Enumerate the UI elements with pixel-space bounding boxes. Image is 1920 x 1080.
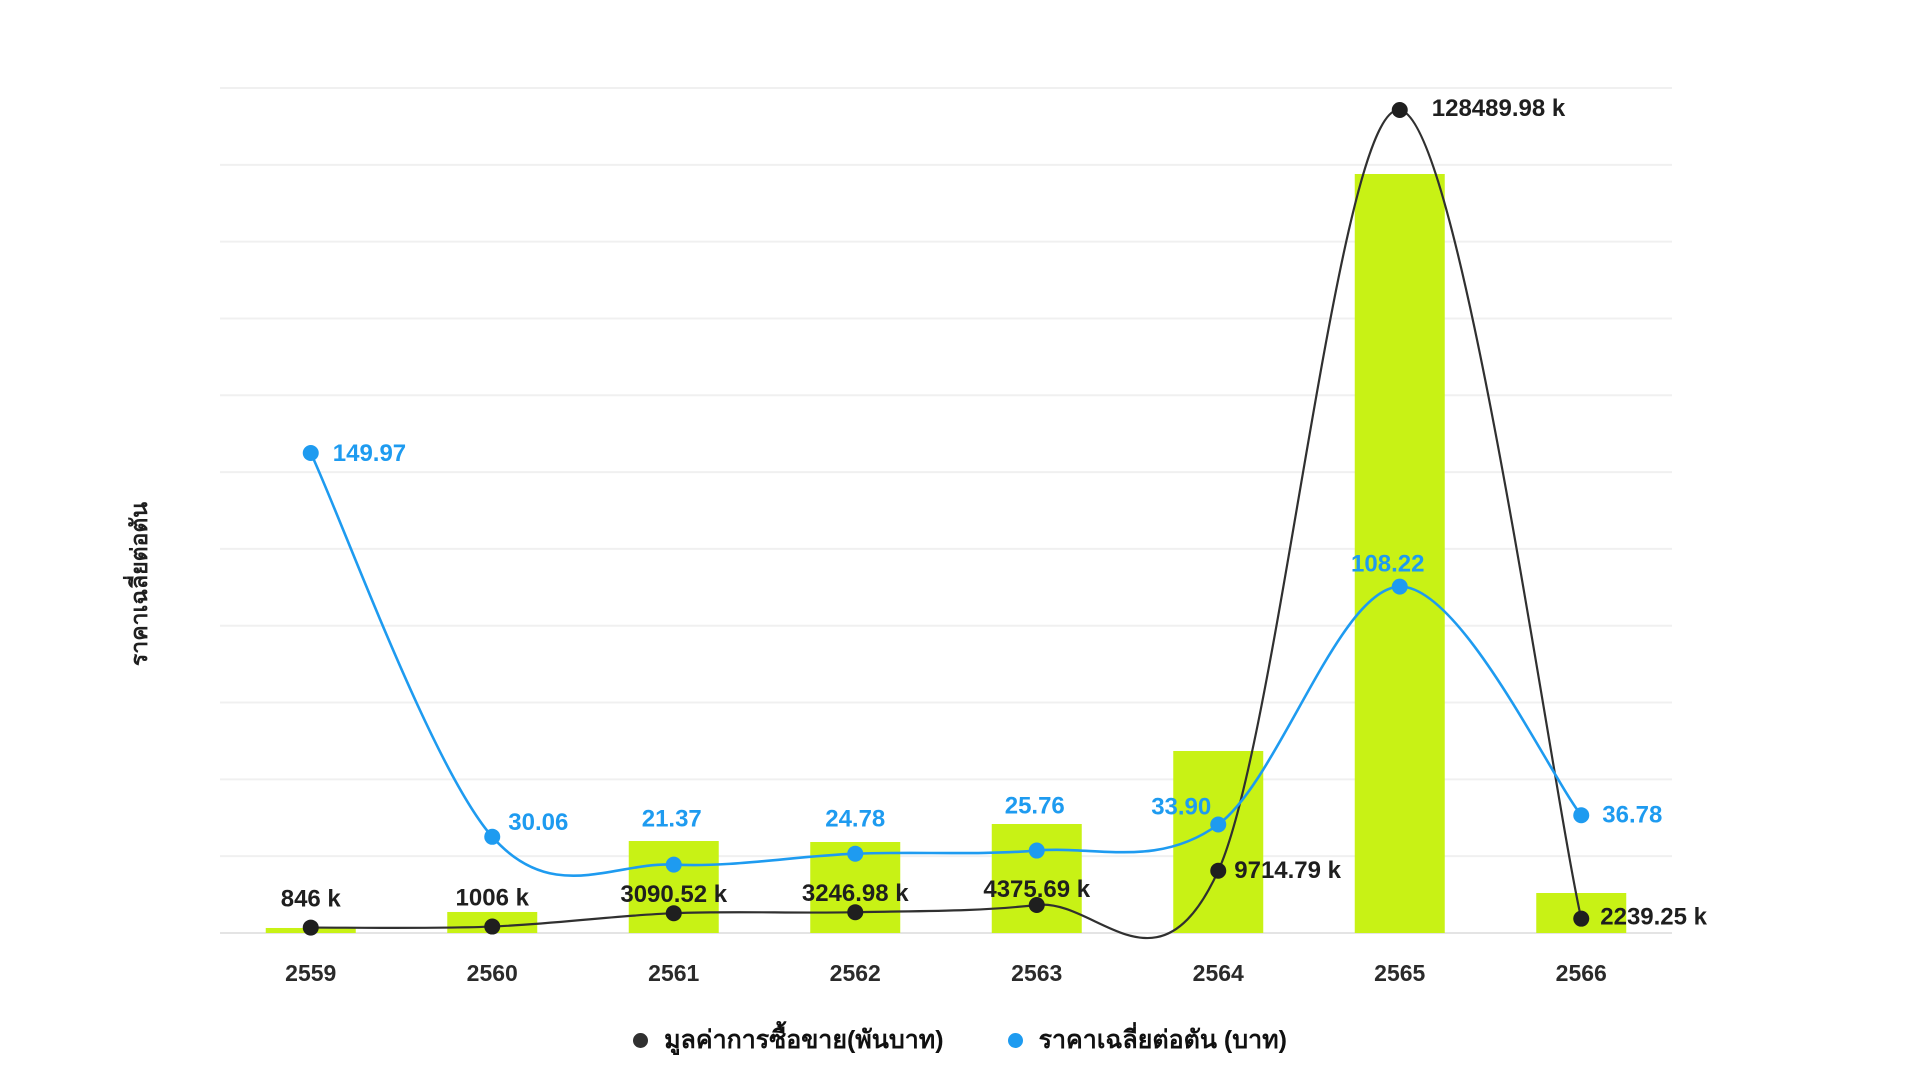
data-point-1-2565[interactable] [1391, 578, 1408, 595]
data-label: 149.97 [333, 440, 406, 467]
line-series-0 [310, 108, 1583, 940]
x-tick-label-2561: 2561 [648, 960, 699, 986]
data-labels-series-1: 149.97 30.06 21.37 24.78 25.76 33.90 108.22 36.… [333, 440, 1663, 836]
data-label: 25.76 [1005, 793, 1065, 820]
data-label: 2239.25 k [1600, 904, 1707, 931]
data-point-0-2564[interactable] [1210, 862, 1227, 879]
data-label: 128489.98 k [1432, 95, 1566, 122]
data-point-1-2561[interactable] [665, 856, 682, 873]
legend-label-average-price: ราคาเฉลี่ยต่อตัน (บาท) [1038, 1026, 1287, 1054]
x-tick-label-2564: 2564 [1193, 960, 1244, 986]
x-tick-label-2560: 2560 [467, 960, 518, 986]
data-label: 4375.69 k [983, 876, 1090, 903]
data-point-0-2562[interactable] [847, 904, 864, 921]
data-point-1-2563[interactable] [1028, 842, 1045, 859]
legend-marker-trade-value-icon [633, 1032, 649, 1048]
data-point-0-2566[interactable] [1573, 910, 1590, 927]
bar-2565[interactable] [1354, 174, 1445, 933]
legend-label-trade-value: มูลค่าการซื้อขาย(พันบาท) [664, 1026, 944, 1054]
x-axis-ticks: 2559 2560 2561 2562 2563 2564 2565 2566 [285, 960, 1607, 986]
x-tick-label-2565: 2565 [1374, 960, 1425, 986]
data-point-0-2560[interactable] [484, 918, 501, 935]
x-tick-label-2562: 2562 [830, 960, 881, 986]
data-label: 108.22 [1351, 551, 1424, 578]
data-label: 33.90 [1151, 793, 1211, 820]
bar-2563[interactable] [991, 824, 1082, 933]
data-label: 36.78 [1602, 801, 1662, 828]
legend: มูลค่าการซื้อขาย(พันบาท) ราคาเฉลี่ยต่อตั… [0, 1012, 1920, 1068]
dots-series-0 [302, 102, 1590, 936]
data-point-0-2565[interactable] [1391, 102, 1408, 118]
legend-item-trade-value[interactable]: มูลค่าการซื้อขาย(พันบาท) [633, 1020, 944, 1060]
data-label: 9714.79 k [1234, 857, 1341, 884]
data-label: 3246.98 k [802, 880, 909, 907]
data-point-1-2564[interactable] [1210, 816, 1227, 833]
data-point-0-2561[interactable] [665, 905, 682, 922]
x-tick-label-2559: 2559 [285, 960, 336, 986]
x-tick-label-2566: 2566 [1556, 960, 1607, 986]
data-label: 3090.52 k [620, 881, 727, 908]
legend-item-average-price[interactable]: ราคาเฉลี่ยต่อตัน (บาท) [1007, 1020, 1287, 1060]
data-point-1-2562[interactable] [847, 845, 864, 862]
data-point-0-2563[interactable] [1028, 896, 1045, 913]
gridlines [220, 87, 1672, 934]
data-point-1-2560[interactable] [484, 828, 501, 845]
dots-series-1 [302, 445, 1590, 873]
x-tick-label-2563: 2563 [1011, 960, 1062, 986]
data-point-1-2566[interactable] [1573, 807, 1590, 824]
data-label: 21.37 [642, 806, 702, 833]
data-label: 1006 k [456, 885, 530, 912]
data-point-1-2559[interactable] [302, 445, 319, 461]
data-label: 24.78 [825, 806, 885, 833]
legend-marker-average-price-icon [1007, 1032, 1023, 1048]
data-label: 846 k [281, 886, 342, 913]
data-point-0-2559[interactable] [302, 919, 319, 936]
data-label: 30.06 [508, 809, 568, 836]
data-labels-series-0: 846 k 1006 k 3090.52 k 3246.98 k 4375.69 k 97… [281, 95, 1708, 931]
